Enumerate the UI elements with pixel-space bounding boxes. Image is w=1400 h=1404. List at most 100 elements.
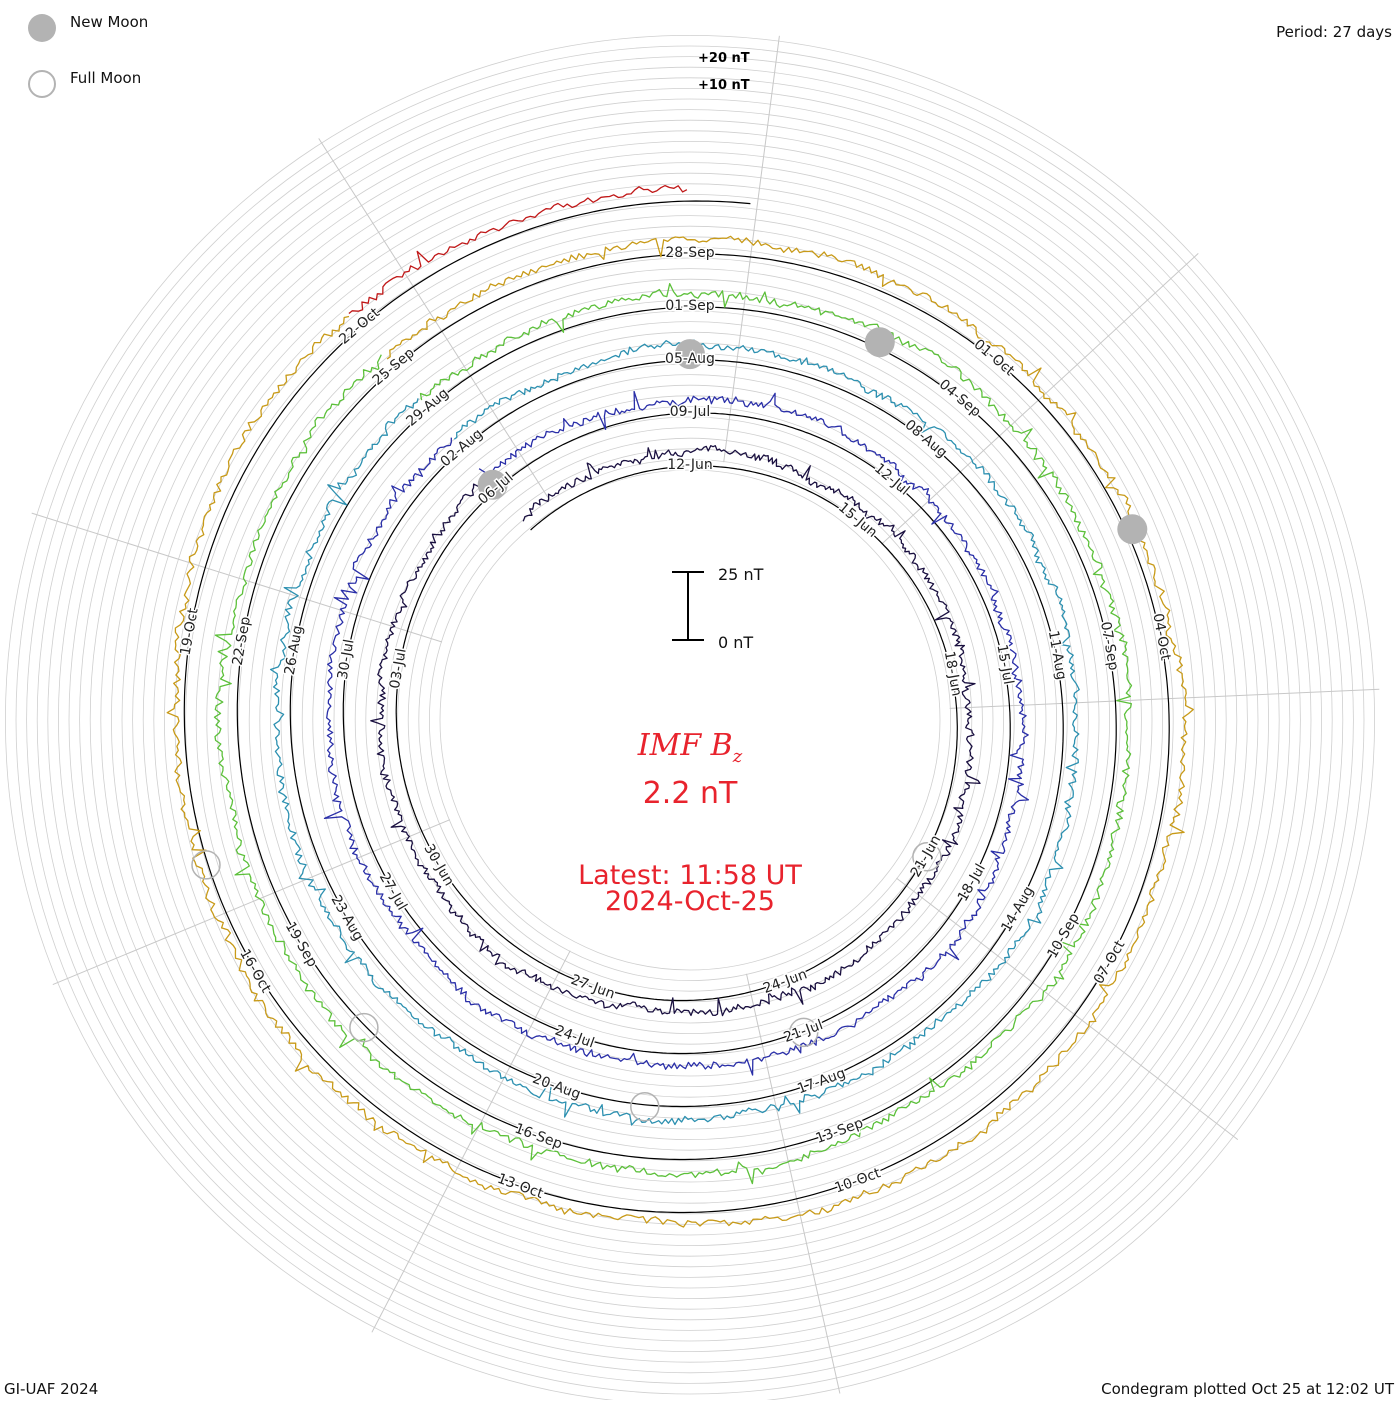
date-label: 12-Jun: [667, 457, 713, 473]
grid-ring: [397, 427, 983, 1013]
full-moon-icon: [28, 70, 56, 98]
bz-traces: [166, 184, 1194, 1228]
date-label: 28-Sep: [665, 245, 714, 261]
parameter-title: IMF Bz: [500, 728, 880, 767]
zero-baseline-spiral: [183, 200, 1170, 1214]
date-label: 05-Aug: [665, 351, 715, 367]
grid-ring: [15, 45, 1365, 1395]
grid-ring: [79, 109, 1301, 1331]
date-label: 24-Jun: [761, 966, 809, 997]
date-label: 26-Aug: [282, 624, 306, 676]
grid-spoke: [896, 877, 1239, 1140]
scale-bottom-label: 0 nT: [718, 633, 753, 652]
bz-trace-rotation-4: [213, 282, 1133, 1185]
date-label: 17-Aug: [795, 1065, 847, 1097]
scale-top-label: 25 nT: [718, 565, 764, 584]
grid-ring: [58, 88, 1322, 1352]
moon-markers: [191, 327, 1148, 1122]
grid-ring: [142, 172, 1238, 1268]
date-label: 15-Jul: [993, 643, 1016, 686]
footer-credit: GI-UAF 2024: [4, 1380, 99, 1398]
new-moon-marker: [477, 469, 508, 500]
latest-time: Latest: 11:58 UT: [578, 860, 802, 891]
date-label: 19-Sep: [282, 919, 321, 970]
grid-ring: [5, 35, 1375, 1404]
grid-ring: [185, 215, 1195, 1225]
date-label: 03-Jul: [387, 647, 410, 690]
grid-ring: [269, 299, 1111, 1141]
bz-trace-rotation-3: [269, 339, 1080, 1126]
grid-ring: [227, 257, 1153, 1183]
grid-rings: [5, 35, 1375, 1404]
date-label: 09-Jul: [670, 404, 711, 420]
scale-bar: 25 nT 0 nT: [672, 565, 764, 652]
bz-trace-rotation-5: [166, 235, 1194, 1228]
grid-ring: [312, 342, 1068, 1098]
period-label: Period: 27 days: [1276, 23, 1392, 41]
ref-label-10: +10 nT: [698, 78, 750, 93]
grid-ring: [100, 130, 1280, 1310]
grid-ring: [248, 278, 1132, 1162]
full-moon-marker: [912, 842, 942, 872]
grid-spoke: [881, 253, 1199, 545]
grid-ring: [439, 469, 941, 971]
full-moon-marker: [349, 1012, 379, 1043]
grid-ring: [216, 246, 1164, 1194]
date-label: 11-Aug: [1045, 629, 1069, 681]
date-label: 13-Oct: [495, 1171, 546, 1202]
grid-ring: [428, 458, 952, 982]
grid-ring: [407, 437, 973, 1003]
date-labels: 12-Jun15-Jun18-Jun21-Jun24-Jun27-Jun30-J…: [176, 244, 1175, 1204]
grid-ring: [121, 151, 1259, 1289]
grid-spoke: [371, 950, 571, 1333]
grid-ring: [89, 119, 1291, 1321]
new-moon-marker: [1117, 514, 1148, 545]
latest-date: 2024-Oct-25: [605, 886, 775, 917]
parameter-name: IMF B: [637, 728, 733, 763]
grid-ring: [174, 204, 1206, 1236]
full-moon-marker: [630, 1091, 660, 1122]
date-label: 16-Sep: [513, 1121, 565, 1153]
bz-trace-rotation-1: [370, 445, 981, 1017]
date-label: 01-Sep: [665, 298, 714, 314]
date-label: 20-Aug: [530, 1071, 582, 1103]
grid-ring: [386, 416, 994, 1024]
date-label: 27-Jul: [376, 870, 410, 913]
parameter-subscript: z: [732, 746, 743, 767]
grid-spoke: [52, 819, 451, 986]
grid-spoke: [723, 35, 780, 463]
new-moon-marker: [675, 339, 705, 370]
date-label: 10-Oct: [833, 1165, 884, 1196]
date-label: 23-Aug: [327, 892, 366, 943]
grid-ring: [26, 56, 1354, 1384]
grid-ring: [259, 289, 1121, 1151]
grid-spoke: [31, 512, 443, 643]
new-moon-marker: [864, 327, 895, 358]
grid-ring: [418, 448, 962, 992]
grid-ring: [132, 162, 1248, 1278]
full-moon-marker: [191, 850, 221, 880]
grid-ring: [153, 183, 1227, 1257]
date-label: 04-Oct: [1149, 612, 1173, 662]
new-moon-icon: [28, 14, 56, 42]
grid-ring: [111, 141, 1269, 1299]
grid-ring: [238, 268, 1142, 1172]
grid-ring: [375, 405, 1005, 1035]
grid-ring: [301, 331, 1079, 1109]
grid-spoke: [318, 138, 551, 502]
grid-ring: [164, 194, 1216, 1246]
grid-ring: [206, 236, 1174, 1204]
grid-ring: [36, 66, 1344, 1374]
grid-ring: [365, 395, 1015, 1045]
grid-ring: [354, 384, 1026, 1056]
grid-ring: [344, 374, 1036, 1066]
new-moon-label: New Moon: [70, 13, 149, 31]
ref-label-20: +20 nT: [698, 51, 750, 66]
date-label: 30-Jul: [335, 638, 358, 681]
reference-labels: +20 nT +10 nT: [698, 51, 750, 93]
footer-plot-time: Condegram plotted Oct 25 at 12:02 UT: [1101, 1380, 1394, 1398]
bz-trace-rotation-2: [323, 390, 1030, 1076]
grid-ring: [68, 98, 1312, 1342]
